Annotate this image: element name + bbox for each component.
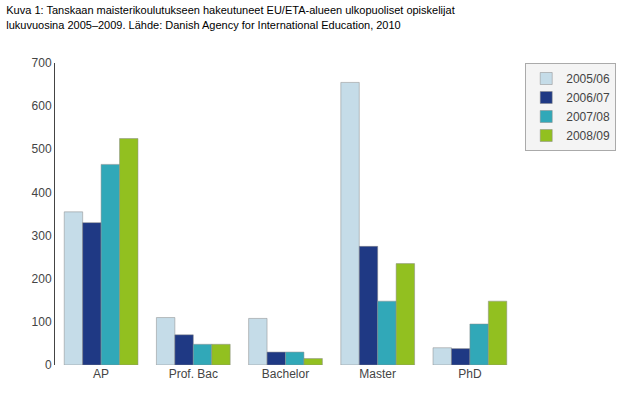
svg-text:Prof. Bac: Prof. Bac [169,367,218,381]
svg-text:2007/08: 2007/08 [566,110,610,124]
svg-text:100: 100 [32,315,52,329]
svg-text:2006/07: 2006/07 [566,91,610,105]
svg-text:300: 300 [32,229,52,243]
svg-text:Kuva 1: Tanskaan maisterikoulu: Kuva 1: Tanskaan maisterikoulutukseen ha… [6,4,454,30]
svg-text:400: 400 [32,186,52,200]
svg-text:2005/06: 2005/06 [566,72,610,86]
svg-text:600: 600 [32,99,52,113]
svg-text:PhD: PhD [458,367,482,381]
svg-text:2008/09: 2008/09 [566,129,610,143]
svg-text:Master: Master [359,367,396,381]
svg-text:700: 700 [32,56,52,70]
svg-text:500: 500 [32,142,52,156]
svg-text:AP: AP [93,367,109,381]
svg-text:200: 200 [32,272,52,286]
svg-text:0: 0 [45,358,52,372]
svg-text:Bachelor: Bachelor [262,367,309,381]
